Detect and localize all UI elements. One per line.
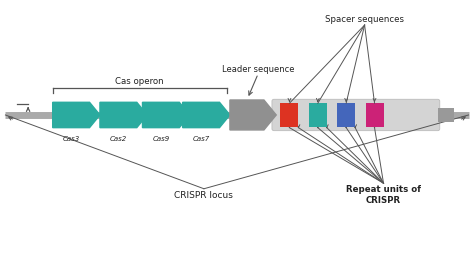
FancyBboxPatch shape — [272, 100, 440, 131]
Polygon shape — [182, 103, 230, 128]
Text: Cas9: Cas9 — [152, 135, 170, 141]
Text: Cas operon: Cas operon — [115, 77, 164, 86]
Polygon shape — [230, 101, 276, 131]
Polygon shape — [100, 103, 147, 128]
Bar — [309, 104, 327, 127]
Bar — [365, 104, 383, 127]
Text: Repeat units of
CRISPR: Repeat units of CRISPR — [346, 184, 421, 204]
Bar — [337, 104, 355, 127]
Text: Spacer sequences: Spacer sequences — [325, 15, 404, 24]
Text: Cas3: Cas3 — [63, 135, 80, 141]
Bar — [438, 108, 455, 123]
Bar — [281, 104, 299, 127]
Text: CRISPR locus: CRISPR locus — [174, 190, 233, 199]
Polygon shape — [143, 103, 190, 128]
Polygon shape — [53, 103, 100, 128]
Text: Cas7: Cas7 — [192, 135, 210, 141]
Text: Cas2: Cas2 — [110, 135, 127, 141]
Text: Leader sequence: Leader sequence — [222, 64, 294, 73]
